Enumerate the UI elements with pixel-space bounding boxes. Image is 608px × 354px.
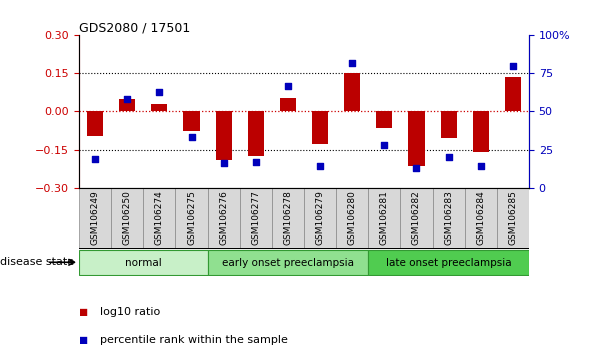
- Point: [219, 160, 229, 166]
- Text: ◼: ◼: [79, 335, 92, 345]
- FancyBboxPatch shape: [432, 188, 465, 249]
- Bar: [87, 112, 103, 136]
- Bar: [441, 112, 457, 138]
- Bar: [505, 77, 521, 112]
- Point: [412, 165, 421, 171]
- Point: [283, 83, 293, 88]
- Text: GSM106249: GSM106249: [91, 191, 100, 245]
- Text: GSM106279: GSM106279: [316, 190, 325, 245]
- Point: [379, 142, 389, 148]
- FancyBboxPatch shape: [368, 188, 401, 249]
- Text: disease state: disease state: [0, 257, 74, 267]
- Text: GSM106277: GSM106277: [251, 190, 260, 245]
- Point: [476, 164, 486, 169]
- Point: [154, 89, 164, 95]
- Point: [187, 135, 196, 140]
- Bar: [119, 99, 135, 112]
- FancyBboxPatch shape: [304, 188, 336, 249]
- Text: GSM106284: GSM106284: [476, 191, 485, 245]
- Text: GSM106250: GSM106250: [123, 190, 132, 245]
- Bar: [473, 112, 489, 152]
- FancyBboxPatch shape: [240, 188, 272, 249]
- Text: normal: normal: [125, 258, 162, 268]
- FancyBboxPatch shape: [272, 188, 304, 249]
- FancyBboxPatch shape: [336, 188, 368, 249]
- Point: [508, 63, 518, 69]
- Point: [444, 154, 454, 160]
- FancyBboxPatch shape: [143, 188, 176, 249]
- Text: GSM106274: GSM106274: [155, 191, 164, 245]
- FancyBboxPatch shape: [207, 188, 240, 249]
- FancyBboxPatch shape: [79, 188, 111, 249]
- Point: [251, 159, 261, 165]
- FancyBboxPatch shape: [207, 250, 368, 275]
- Text: GDS2080 / 17501: GDS2080 / 17501: [79, 21, 190, 34]
- FancyBboxPatch shape: [368, 250, 529, 275]
- Text: GSM106281: GSM106281: [380, 190, 389, 245]
- Point: [347, 60, 357, 65]
- Text: GSM106283: GSM106283: [444, 190, 453, 245]
- Text: late onset preeclampsia: late onset preeclampsia: [386, 258, 511, 268]
- FancyBboxPatch shape: [497, 188, 529, 249]
- Bar: [248, 112, 264, 156]
- Point: [90, 156, 100, 161]
- FancyBboxPatch shape: [176, 188, 207, 249]
- Text: GSM106276: GSM106276: [219, 190, 228, 245]
- Text: log10 ratio: log10 ratio: [100, 307, 161, 316]
- FancyBboxPatch shape: [79, 250, 207, 275]
- Point: [315, 164, 325, 169]
- FancyBboxPatch shape: [401, 188, 432, 249]
- Bar: [409, 112, 424, 166]
- Text: GSM106278: GSM106278: [283, 190, 292, 245]
- Point: [122, 97, 132, 102]
- FancyBboxPatch shape: [111, 188, 143, 249]
- Bar: [184, 112, 199, 131]
- Text: GSM106282: GSM106282: [412, 191, 421, 245]
- Text: GSM106285: GSM106285: [508, 190, 517, 245]
- Bar: [216, 112, 232, 160]
- Bar: [312, 112, 328, 144]
- Bar: [151, 104, 167, 112]
- Text: early onset preeclampsia: early onset preeclampsia: [222, 258, 354, 268]
- Bar: [376, 112, 392, 128]
- Bar: [344, 73, 360, 112]
- Bar: [280, 98, 296, 112]
- FancyBboxPatch shape: [465, 188, 497, 249]
- Text: GSM106280: GSM106280: [348, 190, 357, 245]
- Text: GSM106275: GSM106275: [187, 190, 196, 245]
- Text: percentile rank within the sample: percentile rank within the sample: [100, 335, 288, 345]
- Text: ◼: ◼: [79, 307, 92, 316]
